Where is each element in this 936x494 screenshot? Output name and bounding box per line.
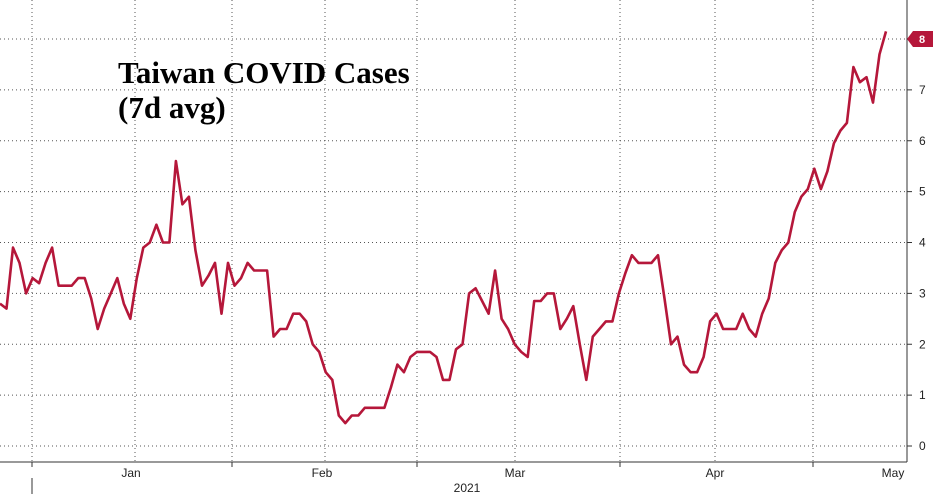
badge-label: 8 <box>919 34 925 46</box>
badge-shape <box>907 31 933 47</box>
x-tick-label: Feb <box>312 466 333 480</box>
chart-title: Taiwan COVID Cases (7d avg) <box>118 55 410 125</box>
last-value-badge: 8 <box>907 31 933 47</box>
series-layer <box>0 31 888 425</box>
y-tick-label: 7 <box>919 83 926 97</box>
y-tick-label: 2 <box>919 337 926 351</box>
x-tick-label: May <box>882 466 905 480</box>
y-tick-label: 5 <box>919 185 926 199</box>
axes <box>0 0 912 494</box>
x-tick-label: Mar <box>505 466 526 480</box>
y-tick-label: 4 <box>919 236 926 250</box>
y-tick-label: 1 <box>919 388 926 402</box>
y-tick-label: 3 <box>919 286 926 300</box>
gridlines <box>0 0 907 462</box>
x-tick-label: Jan <box>121 466 140 480</box>
tick-labels: 012345678JanFebMarAprMay20218 <box>121 31 933 494</box>
x-axis-year-label: 2021 <box>454 481 481 494</box>
series-line <box>0 31 888 425</box>
chart-title-line-1: Taiwan COVID Cases <box>118 55 410 90</box>
y-tick-label: 6 <box>919 134 926 148</box>
x-tick-label: Apr <box>706 466 725 480</box>
chart-title-line-2: (7d avg) <box>118 90 226 125</box>
y-tick-label: 0 <box>919 439 926 453</box>
